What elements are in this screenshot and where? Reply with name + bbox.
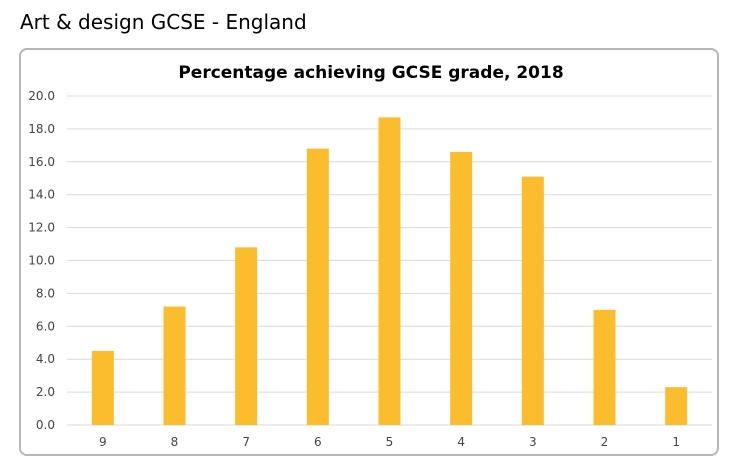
page-heading: Art & design GCSE - England (20, 10, 307, 34)
x-tick-label: 9 (99, 435, 107, 449)
bar-grade-2 (593, 309, 616, 425)
y-tick-label: 0.0 (36, 418, 55, 432)
y-axis-tick-labels: 0.0 2.0 4.0 6.0 8.0 10.0 12.0 14.0 16.0 18.0 20.0 (28, 89, 55, 432)
y-tick-label: 10.0 (28, 254, 55, 268)
x-tick-label: 6 (314, 435, 322, 449)
x-axis-tick-labels: 9 8 7 6 5 4 3 2 1 (99, 435, 680, 449)
chart-title: Percentage achieving GCSE grade, 2018 (178, 63, 563, 83)
y-tick-label: 20.0 (28, 89, 55, 103)
bar-grade-6 (306, 148, 329, 425)
y-tick-label: 4.0 (36, 352, 55, 366)
bar-grade-3 (521, 176, 544, 425)
y-tick-label: 14.0 (28, 188, 55, 202)
y-tick-label: 6.0 (36, 319, 55, 333)
y-tick-label: 8.0 (36, 286, 55, 300)
bar-grade-9 (91, 350, 114, 425)
bar-grade-1 (665, 387, 688, 425)
x-tick-label: 8 (171, 435, 179, 449)
x-tick-label: 1 (672, 435, 680, 449)
x-tick-label: 4 (457, 435, 465, 449)
x-tick-label: 7 (242, 435, 250, 449)
bars (91, 117, 688, 425)
x-tick-label: 2 (601, 435, 609, 449)
y-tick-label: 2.0 (36, 385, 55, 399)
bar-grade-4 (450, 151, 473, 425)
y-tick-label: 18.0 (28, 122, 55, 136)
bar-grade-5 (378, 117, 401, 425)
y-tick-label: 12.0 (28, 221, 55, 235)
x-tick-label: 3 (529, 435, 537, 449)
y-tick-label: 16.0 (28, 155, 55, 169)
x-tick-label: 5 (386, 435, 394, 449)
bar-grade-7 (235, 247, 258, 425)
bar-grade-8 (163, 306, 186, 425)
